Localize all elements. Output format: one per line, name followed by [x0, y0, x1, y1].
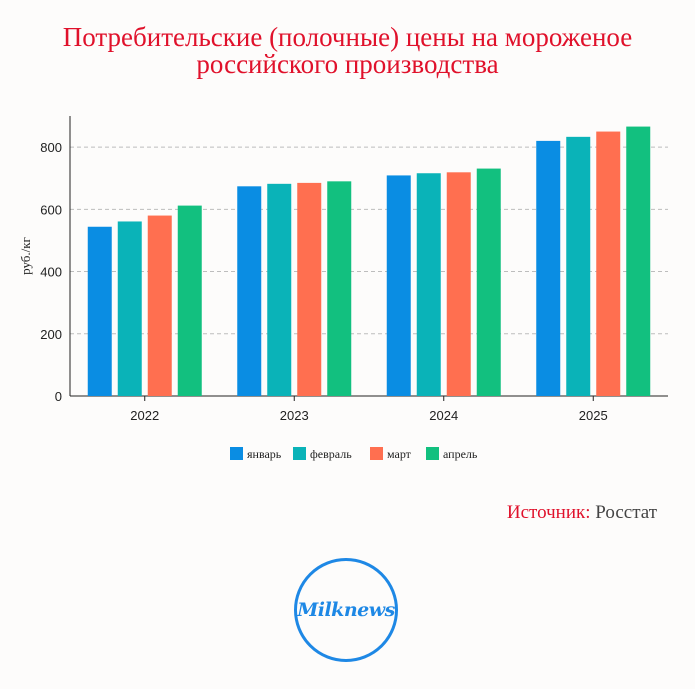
legend-swatch	[370, 447, 383, 460]
y-tick-label: 200	[40, 327, 62, 342]
bar	[416, 173, 441, 396]
legend-swatch	[426, 447, 439, 460]
bar	[267, 183, 292, 396]
bar	[476, 168, 501, 396]
milknews-logo: Milknews	[294, 558, 398, 662]
x-tick-label: 2023	[280, 408, 309, 423]
x-tick-label: 2025	[579, 408, 608, 423]
source-value: Росстат	[595, 502, 657, 523]
bar	[596, 131, 621, 397]
y-tick-label: 0	[55, 389, 62, 404]
legend-label: март	[387, 447, 412, 461]
bar	[536, 140, 561, 396]
y-tick-label: 400	[40, 265, 62, 280]
bar	[446, 172, 471, 396]
bar	[147, 215, 172, 396]
source-label: Источник:	[506, 502, 591, 523]
x-tick-label: 2022	[130, 408, 159, 423]
bar	[626, 126, 651, 397]
legend-label: февраль	[310, 447, 352, 461]
legend-label: апрель	[443, 447, 478, 461]
chart-title-line2: российского производства	[196, 49, 499, 79]
bar	[327, 181, 352, 396]
chart-title-line1: Потребительские (полочные) цены на морож…	[62, 22, 633, 52]
x-tick-label: 2024	[429, 408, 458, 423]
bar	[177, 205, 202, 396]
bar	[237, 186, 262, 396]
legend-swatch	[230, 447, 243, 460]
logo-text: Milknews	[297, 599, 395, 621]
chart-title: Потребительские (полочные) цены на морож…	[0, 24, 695, 78]
source-note: Источник: Росстат	[507, 502, 657, 524]
bar	[117, 221, 142, 396]
legend-swatch	[293, 447, 306, 460]
y-axis-label: руб./кг	[18, 237, 33, 275]
y-tick-label: 600	[40, 202, 62, 217]
bar	[386, 175, 411, 396]
bar	[566, 136, 591, 396]
legend-label: январь	[247, 447, 282, 461]
y-tick-label: 800	[40, 140, 62, 155]
bar-chart: 0 200 400 600 800 руб./кг 2022 2023 2024 2025 янва…	[18, 116, 668, 461]
bar	[87, 226, 112, 396]
bar	[297, 182, 322, 396]
